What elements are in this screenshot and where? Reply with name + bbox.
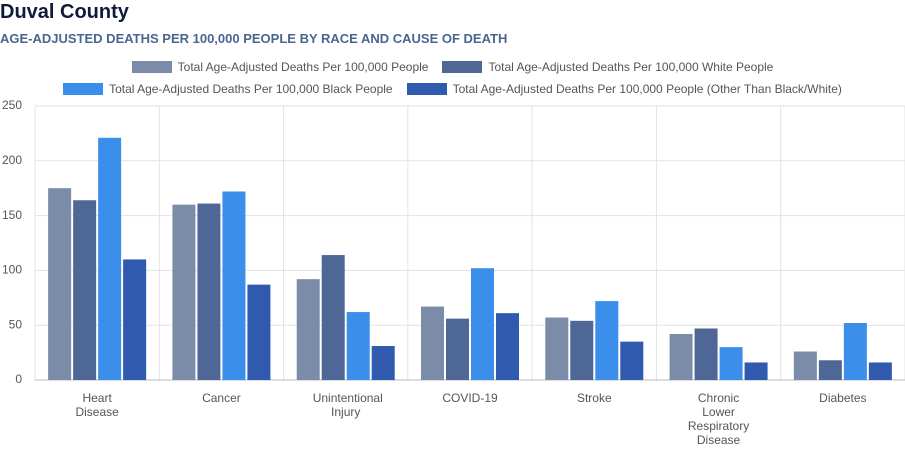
y-tick-label: 150 — [2, 208, 22, 222]
bar — [346, 312, 370, 380]
legend: Total Age-Adjusted Deaths Per 100,000 Pe… — [40, 60, 865, 96]
bar — [669, 333, 693, 380]
bar — [620, 341, 644, 380]
bar — [868, 362, 892, 380]
bar — [421, 306, 444, 380]
bar — [296, 279, 320, 380]
legend-label: Total Age-Adjusted Deaths Per 100,000 Bl… — [109, 82, 393, 96]
legend-label: Total Age-Adjusted Deaths Per 100,000 Wh… — [488, 60, 774, 74]
x-tick-label: Stroke — [576, 391, 612, 405]
legend-item: Total Age-Adjusted Deaths Per 100,000 Bl… — [63, 82, 393, 96]
legend-label: Total Age-Adjusted Deaths Per 100,000 Pe… — [177, 60, 429, 74]
bar — [172, 204, 196, 380]
bar — [793, 351, 817, 380]
legend-swatch — [406, 83, 447, 95]
bar — [694, 328, 718, 380]
bar — [595, 301, 619, 380]
bar — [471, 268, 494, 380]
bar — [496, 313, 519, 380]
legend-item: Total Age-Adjusted Deaths Per 100,000 Pe… — [406, 82, 842, 96]
bar — [247, 284, 271, 380]
legend-item: Total Age-Adjusted Deaths Per 100,000 Pe… — [131, 60, 429, 74]
y-tick-label: 200 — [2, 153, 22, 167]
chart-title: Duval County — [0, 1, 129, 23]
x-tick-label: Heart Disease — [75, 391, 119, 419]
legend-swatch — [442, 61, 483, 73]
chart-subtitle: AGE-ADJUSTED DEATHS PER 100,000 PEOPLE B… — [0, 31, 508, 46]
bar — [321, 255, 345, 380]
bar — [818, 360, 842, 380]
legend-swatch — [63, 83, 104, 95]
bar — [197, 203, 221, 380]
bar — [222, 191, 246, 380]
x-tick-label: COVID-19 — [442, 391, 498, 405]
x-tick-label: Diabetes — [819, 391, 867, 405]
bar — [843, 323, 867, 380]
bar — [98, 137, 122, 380]
bar — [48, 188, 72, 380]
bar — [545, 317, 569, 380]
y-tick-label: 50 — [9, 317, 23, 331]
legend-item: Total Age-Adjusted Deaths Per 100,000 Wh… — [442, 60, 773, 74]
y-tick-label: 0 — [15, 372, 22, 386]
bar — [446, 318, 469, 380]
y-tick-label: 100 — [2, 263, 22, 277]
x-tick-label: Chronic Lower Respiratory Disease — [687, 391, 750, 447]
bar — [123, 259, 147, 380]
bar — [744, 362, 768, 380]
legend-swatch — [131, 61, 172, 73]
legend-label: Total Age-Adjusted Deaths Per 100,000 Pe… — [452, 82, 842, 96]
x-tick-label: Unintentional Injury — [312, 391, 383, 419]
y-tick-label: 250 — [2, 98, 22, 112]
bar — [570, 320, 594, 380]
bar — [719, 347, 743, 380]
x-tick-label: Cancer — [202, 391, 241, 405]
bar — [371, 346, 395, 380]
bar — [73, 200, 97, 380]
